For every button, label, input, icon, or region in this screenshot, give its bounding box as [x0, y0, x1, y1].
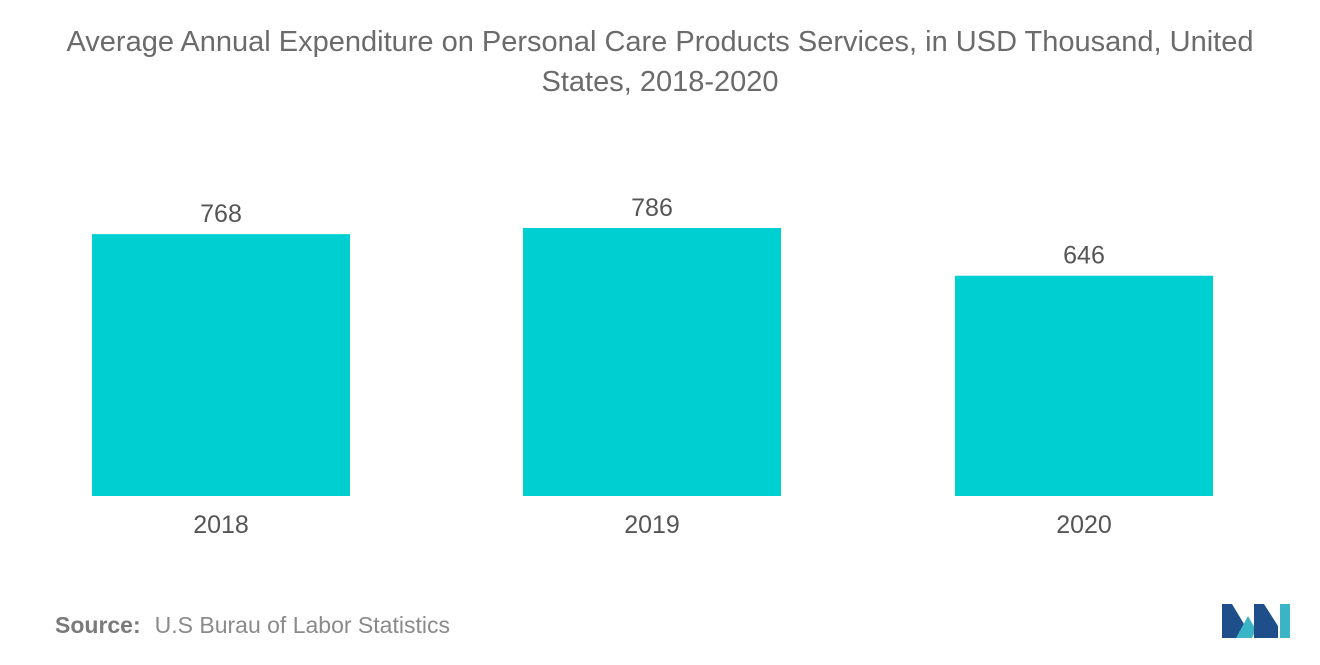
- bar-2018: [92, 234, 350, 497]
- value-label-2018: 768: [200, 200, 242, 228]
- x-tick-label-2018: 2018: [193, 511, 249, 539]
- x-tick-label-2019: 2019: [624, 511, 680, 539]
- mordor-intelligence-logo-icon: [1222, 604, 1290, 638]
- value-label-2019: 786: [631, 194, 673, 222]
- value-label-2020: 646: [1063, 242, 1105, 270]
- source-text: U.S Burau of Labor Statistics: [154, 612, 450, 638]
- source-note: Source: U.S Burau of Labor Statistics: [55, 612, 450, 639]
- bar-2019: [523, 228, 781, 496]
- bar-2020: [955, 275, 1213, 496]
- chart-title-line2: States, 2018-2020: [541, 66, 779, 98]
- source-label: Source:: [55, 612, 141, 638]
- chart-title-line1: Average Annual Expenditure on Personal C…: [66, 26, 1254, 58]
- chart-title: Average Annual Expenditure on Personal C…: [0, 22, 1320, 102]
- x-tick-label-2020: 2020: [1056, 511, 1112, 539]
